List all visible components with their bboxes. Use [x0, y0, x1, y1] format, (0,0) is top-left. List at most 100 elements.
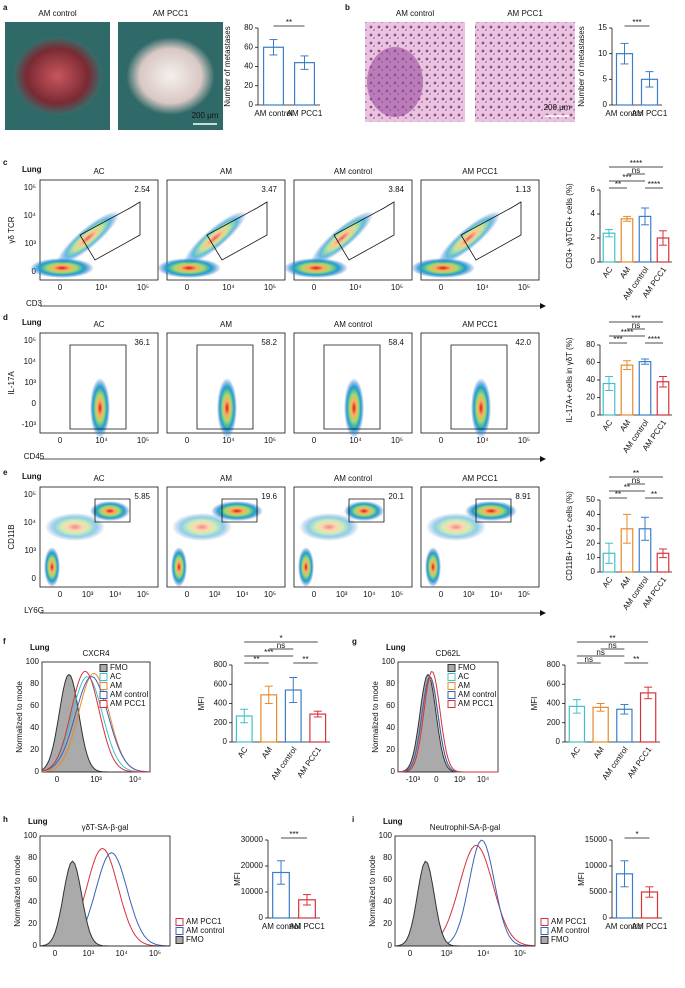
y-tick-label: 50 — [586, 495, 595, 504]
y-tick-label: 10³ — [24, 378, 36, 387]
gate — [69, 344, 127, 430]
legend-label: FMO — [186, 935, 204, 944]
y-tick-label: 100 — [24, 831, 38, 840]
density — [344, 378, 364, 438]
y-tick-label: 100 — [382, 657, 396, 666]
y-axis-label: MFI — [577, 872, 586, 886]
plot-title: AM PCC1 — [462, 167, 498, 176]
y-axis-label: Normalized to mode — [13, 855, 22, 927]
x-tick-label: AM — [618, 265, 632, 280]
y-tick-label: 15000 — [585, 835, 608, 844]
y-tick-label: 0 — [603, 100, 608, 109]
x-tick-label: 10⁴ — [95, 283, 108, 292]
y-tick-label: 20 — [383, 919, 392, 928]
panel-letter: d — [3, 313, 8, 322]
row-tag: Lung — [22, 472, 42, 481]
y-tick-label: 0 — [33, 941, 38, 950]
x-tick-label: 10⁵ — [391, 283, 403, 292]
y-tick-label: 5000 — [589, 887, 607, 896]
gate — [475, 498, 512, 523]
x-arrowhead — [540, 303, 546, 309]
x-tick-label: 10⁵ — [391, 436, 403, 445]
y-tick-label: 40 — [386, 723, 395, 732]
y-tick-label: 80 — [386, 679, 395, 688]
legend-swatch — [447, 691, 456, 699]
y-tick-label: 30000 — [241, 835, 264, 844]
gate — [94, 498, 131, 523]
x-tick-label: 10³ — [209, 590, 221, 599]
plot-frame — [39, 486, 159, 588]
plot-title: AM PCC1 — [462, 320, 498, 329]
significance: ns — [585, 655, 593, 664]
legend-label: AC — [110, 672, 121, 681]
legend-swatch — [447, 664, 456, 672]
density — [30, 258, 94, 278]
significance: ** — [286, 18, 292, 27]
x-tick-label: 10⁵ — [137, 436, 149, 445]
y-tick-label: 0 — [259, 913, 264, 922]
x-tick-label: 10⁵ — [518, 436, 530, 445]
y-tick-label: 40 — [586, 510, 595, 519]
y-axis-label: γδ TCR — [7, 216, 16, 243]
significance: * — [279, 634, 282, 643]
row-tag: Lung — [28, 817, 48, 826]
plot-title: AC — [93, 474, 104, 483]
density — [471, 378, 491, 438]
x-tick-label: 10⁴ — [349, 436, 362, 445]
legend-swatch — [447, 682, 456, 690]
scale-label: 200 μm — [192, 111, 219, 120]
legend-swatch — [99, 664, 108, 672]
y-tick-label: 10⁴ — [24, 357, 37, 366]
x-tick-label: AM — [618, 418, 632, 433]
legend-label: AM control — [110, 690, 148, 699]
gate-value: 3.84 — [388, 185, 404, 194]
x-tick-label: 10³ — [441, 949, 453, 958]
y-tick-label: 10⁴ — [24, 518, 37, 527]
y-tick-label: 80 — [244, 23, 253, 32]
x-tick-label: AC — [568, 745, 582, 759]
y-tick-label: 20 — [586, 538, 595, 547]
y-tick-label: 10⁵ — [24, 336, 36, 345]
plot-frame — [293, 179, 413, 281]
y-axis-label: CD3+ γδTCR+ cells (%) — [565, 183, 574, 269]
y-tick-label: 6 — [591, 185, 596, 194]
y-axis-label: CD11B+ LY6G+ cells (%) — [565, 491, 574, 581]
y-tick-label: 40 — [28, 897, 37, 906]
y-tick-label: 0 — [591, 410, 596, 419]
bar — [638, 361, 652, 416]
hist-title: γδT-SA-β-gal — [82, 823, 129, 832]
row-tag: Lung — [22, 318, 42, 327]
bar — [620, 218, 634, 263]
legend-swatch — [447, 700, 456, 708]
histogram-curve — [394, 860, 535, 947]
significance: *** — [632, 18, 641, 27]
significance: *** — [613, 335, 622, 344]
x-tick-label: 0 — [439, 590, 444, 599]
histology — [475, 22, 575, 122]
y-tick-label: 80 — [28, 853, 37, 862]
significance: *** — [289, 830, 298, 839]
y-tick-label: 0 — [556, 737, 561, 746]
panel-letter: f — [3, 637, 6, 646]
x-tick-label: AM control — [254, 109, 292, 118]
density — [437, 211, 501, 265]
legend-swatch — [175, 936, 184, 944]
legend-label: AM — [110, 681, 122, 690]
y-tick-label: 0 — [223, 737, 228, 746]
significance: **** — [621, 328, 633, 337]
legend-label: AM PCC1 — [186, 917, 222, 926]
x-tick-label: 10⁵ — [264, 436, 276, 445]
x-tick-label: 0 — [55, 775, 60, 784]
plot-title: AC — [93, 167, 104, 176]
gate — [206, 201, 268, 261]
gate-value: 2.54 — [134, 185, 150, 194]
lung — [126, 37, 215, 115]
panel-letter: h — [3, 815, 8, 824]
y-tick-label: 600 — [547, 679, 561, 688]
significance: ** — [633, 469, 639, 478]
panel-letter: g — [352, 637, 357, 646]
gate — [79, 201, 141, 261]
y-tick-label: 4 — [591, 209, 596, 218]
plot-title: AM — [220, 320, 232, 329]
